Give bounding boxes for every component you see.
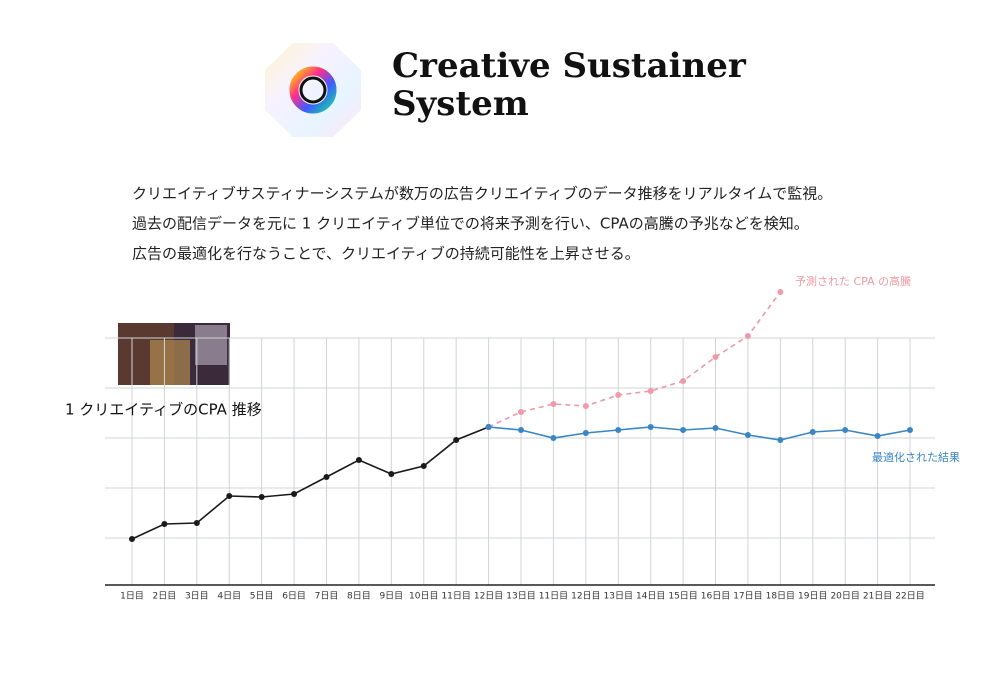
- x-tick-label: 11日目: [441, 591, 470, 602]
- data-point: [420, 463, 427, 469]
- x-tick-label: 16日目: [701, 591, 730, 602]
- thumbnail: [118, 323, 230, 385]
- data-point: [161, 521, 168, 527]
- data-point: [129, 536, 135, 542]
- data-point: [680, 378, 687, 384]
- data-point: [777, 437, 784, 443]
- data-point: [323, 474, 330, 480]
- data-point: [615, 392, 622, 398]
- x-tick-label: 11日目: [539, 591, 568, 602]
- data-point: [680, 427, 687, 433]
- x-tick-label: 3日目: [185, 591, 209, 602]
- x-tick-label: 1日目: [120, 591, 144, 602]
- x-tick-label: 7日目: [315, 591, 339, 602]
- x-tick-label: 20日目: [830, 591, 859, 602]
- data-point: [485, 424, 492, 430]
- x-tick-label: 10日目: [409, 591, 438, 602]
- description: 広告の最適化を行なうことで、クリエイティブの持続可能性を上昇させる。: [132, 245, 640, 263]
- x-tick-label: 5日目: [250, 591, 274, 602]
- logo: [265, 43, 361, 137]
- x-tick-label: 18日目: [766, 591, 795, 602]
- data-point: [582, 403, 589, 409]
- x-tick-label: 22日目: [895, 591, 924, 602]
- x-tick-label: 9日目: [379, 591, 403, 602]
- data-point: [355, 457, 362, 463]
- data-point: [550, 401, 557, 407]
- x-tick-label: 13日目: [506, 591, 535, 602]
- title: System: [392, 84, 529, 124]
- data-point: [518, 409, 524, 415]
- data-point: [582, 430, 589, 436]
- data-point: [744, 432, 751, 438]
- data-point: [842, 427, 849, 433]
- x-tick-label: 15日目: [668, 591, 697, 602]
- data-point: [388, 471, 395, 477]
- data-point: [258, 494, 265, 500]
- x-tick-label: 14日目: [636, 591, 665, 602]
- series-label: 最適化された結果: [872, 450, 960, 464]
- data-point: [647, 424, 654, 430]
- series-label: 1 クリエイティブのCPA 推移: [65, 401, 262, 419]
- data-point: [712, 354, 719, 360]
- series-line: [488, 291, 781, 428]
- data-point: [453, 437, 460, 443]
- x-tick-label: 2日目: [153, 591, 177, 602]
- x-tick-label: 19日目: [798, 591, 827, 602]
- x-tick-label: 12日目: [571, 591, 600, 602]
- series-line: [131, 426, 489, 540]
- data-point: [744, 333, 751, 339]
- x-tick-label: 13日目: [604, 591, 633, 602]
- data-point: [647, 388, 654, 394]
- x-tick-label: 21日目: [863, 591, 892, 602]
- x-tick-label: 4日目: [217, 591, 241, 602]
- title: Creative Sustainer: [392, 46, 747, 86]
- data-point: [907, 427, 913, 433]
- description: 過去の配信データを元に 1 クリエイティブ単位での将来予測を行い、CPAの高騰の…: [132, 215, 809, 233]
- x-tick-label: 6日目: [282, 591, 306, 602]
- data-point: [874, 433, 881, 439]
- description: クリエイティブサスティナーシステムが数万の広告クリエイティブのデータ推移をリアル…: [132, 185, 832, 203]
- series-label: 予測された CPA の高騰: [795, 274, 911, 288]
- data-point: [809, 429, 816, 435]
- x-tick-label: 17日目: [733, 591, 762, 602]
- x-tick-label: 8日目: [347, 591, 371, 602]
- data-point: [712, 425, 719, 431]
- data-point: [518, 427, 524, 433]
- data-point: [193, 520, 200, 526]
- data-point: [291, 491, 298, 497]
- data-point: [226, 493, 233, 499]
- data-point: [777, 289, 784, 295]
- data-point: [615, 427, 622, 433]
- data-point: [550, 435, 557, 441]
- series-line: [488, 426, 911, 441]
- x-tick-label: 12日目: [474, 591, 503, 602]
